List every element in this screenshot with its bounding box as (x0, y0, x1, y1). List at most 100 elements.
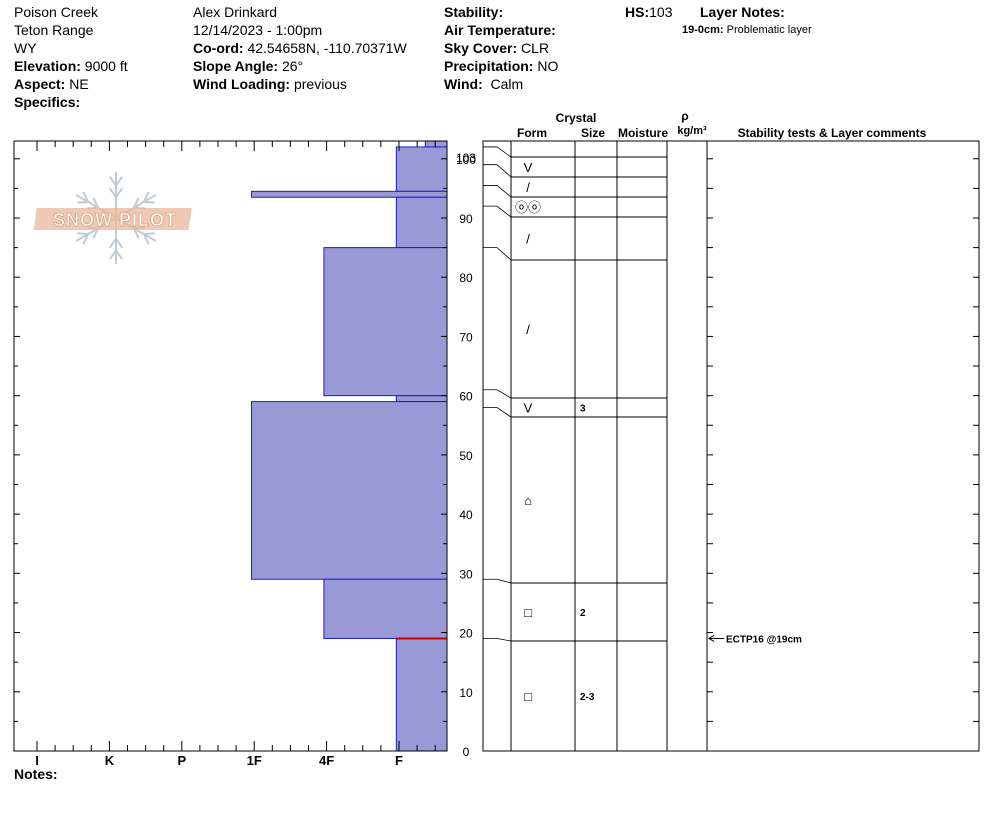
snowflake-branch (108, 176, 117, 187)
snowflake-branch (92, 227, 99, 239)
wind-loading-row: Wind Loading: previous (193, 75, 347, 93)
depth-label: 70 (459, 330, 473, 344)
snowflake-branch (82, 233, 90, 245)
snowflake-branch (142, 233, 150, 245)
hardness-label: F (395, 753, 403, 768)
hardness-bar (395, 146, 448, 192)
layer-rows: V / ⓞⓞ / / V 3 ⌂ □ 2 □ 2-3 ECTP16 @19cm (511, 156, 802, 704)
moisture-header: Moisture (618, 126, 668, 140)
depth-connector (483, 164, 512, 178)
crystal-header: Crystal (556, 111, 597, 125)
slope-label: Slope Angle: (193, 58, 279, 74)
stability-label: Stability: (444, 4, 504, 20)
hardness-bar (395, 637, 448, 752)
hardness-bar (251, 401, 448, 580)
slope-row: Slope Angle: 26° (193, 57, 303, 75)
depth-connector (483, 638, 512, 642)
hardness-bar (323, 578, 448, 639)
precip-label: Precipitation: (444, 58, 534, 74)
layer-table (482, 140, 980, 752)
hs-value: 103 (649, 4, 673, 20)
layer-note: 19-0cm: Problematic layer (682, 23, 812, 37)
snowflake-branch (142, 191, 150, 203)
snowflake-branch (115, 176, 124, 187)
snowflake-branch (77, 232, 89, 236)
snowflake-branch (143, 200, 155, 204)
hardness-bar (395, 196, 448, 249)
depth-label: 50 (459, 449, 473, 463)
grain-form-symbol: □ (524, 605, 532, 620)
grain-size: 3 (580, 404, 586, 415)
air-temp-label: Air Temperature: (444, 22, 556, 38)
hardness-label: K (105, 753, 115, 768)
depth-label: 90 (459, 212, 473, 226)
wind-loading-value: previous (293, 76, 347, 92)
hs-depth-label: 103 (456, 151, 476, 165)
layer-note-range: 19-0cm: (682, 24, 724, 36)
hs-row: HS:103 (625, 3, 672, 21)
snowflake-branch (133, 227, 140, 239)
precip-row: Precipitation: NO (444, 57, 558, 75)
depth-connector (483, 146, 512, 158)
precip-value: NO (537, 58, 559, 74)
grain-form-symbol: / (526, 180, 530, 195)
size-header: Size (581, 126, 605, 140)
aspect-label: Aspect: (14, 76, 66, 92)
depth-label: 80 (459, 271, 473, 285)
grain-size: 2 (580, 608, 586, 619)
stability-arrow-head (708, 635, 715, 642)
snowflake-branch (115, 238, 124, 249)
snowflake-branch (115, 187, 124, 198)
wind-value: Calm (490, 76, 524, 92)
depth-label: 30 (459, 567, 473, 581)
snowflake-branch (92, 197, 99, 209)
density-unit-header: kg/m³ (677, 125, 707, 137)
grain-form-symbol: ⓞⓞ (515, 200, 541, 215)
hardness-bar (323, 247, 448, 397)
stability-test-result: ECTP16 @19cm (726, 634, 802, 645)
sky-row: Sky Cover: CLR (444, 39, 549, 57)
hardness-bar (395, 395, 448, 403)
snowflake-branch (133, 197, 140, 209)
layer-notes-title: Layer Notes: (700, 3, 785, 21)
aspect-value: NE (69, 76, 89, 92)
wind-label: Wind: (444, 76, 483, 92)
hardness-axis-labels: I K P 1F 4F F (35, 753, 403, 768)
location-name: Poison Creek (14, 4, 99, 20)
elevation-value: 9000 ft (84, 58, 128, 74)
hardness-bar (251, 190, 448, 198)
plot-frame (13, 140, 448, 752)
hardness-bar (424, 140, 448, 148)
grain-form-symbol: / (526, 322, 530, 337)
axis-ticks (14, 141, 979, 752)
layer-table-border (482, 140, 980, 752)
grain-form-symbol: / (526, 232, 530, 247)
hardness-label: 4F (319, 753, 334, 768)
snowflake-branch (82, 191, 90, 203)
depth-connector (483, 205, 512, 218)
hardness-label: I (35, 753, 39, 768)
depth-connector (483, 247, 512, 261)
snowflake-branch (108, 238, 117, 249)
snowflake-branch (77, 200, 89, 204)
depth-connectors (483, 146, 512, 642)
depth-connector (483, 407, 512, 418)
observation-datetime: 12/14/2023 - 1:00pm (193, 22, 323, 38)
depth-label: 60 (459, 390, 473, 404)
layer-note-text: Problematic layer (726, 24, 812, 36)
hs-label: HS: (625, 4, 650, 20)
slope-value: 26° (281, 58, 304, 74)
aspect-row: Aspect: NE (14, 75, 89, 93)
depth-connector (483, 389, 512, 399)
logo-banner (33, 208, 192, 230)
grain-form-symbol: ⌂ (524, 493, 532, 508)
air-temp-row: Air Temperature: (444, 21, 556, 39)
depth-label: 10 (459, 686, 473, 700)
grain-form-symbol: V (524, 401, 533, 416)
depth-label: 20 (459, 627, 473, 641)
layer-notes-label: Layer Notes: (700, 4, 785, 20)
elevation-row: Elevation: 9000 ft (14, 57, 128, 75)
grain-size: 2-3 (580, 692, 595, 703)
coord-label: Co-ord: (193, 40, 244, 56)
